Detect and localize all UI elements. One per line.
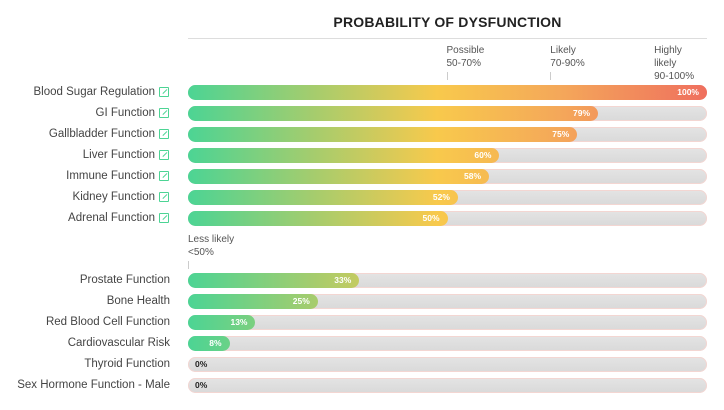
- bar-value-label: 0%: [195, 380, 208, 390]
- bar-track: 0%: [188, 378, 707, 393]
- threshold-marker: Less likely <50%: [188, 233, 234, 269]
- bar-value-label: 0%: [195, 359, 208, 369]
- threshold-marker: Highly likely 90-100%: [654, 44, 700, 83]
- external-link-icon[interactable]: [159, 87, 169, 97]
- bar-fill: [188, 127, 578, 142]
- threshold-tick: [188, 261, 189, 269]
- threshold-tick: [550, 72, 552, 80]
- bar-label: Cardiovascular Risk: [67, 337, 170, 349]
- threshold-marker: Possible 50-70%: [446, 44, 485, 80]
- bar-track: 52%: [188, 190, 707, 205]
- threshold-label: Less likely: [188, 234, 235, 245]
- bar-row: Kidney Function 52%: [0, 190, 724, 206]
- bar-value-label: 50%: [422, 213, 440, 223]
- external-link-icon[interactable]: [159, 150, 169, 160]
- bar-row: Cardiovascular Risk 8%: [0, 336, 724, 352]
- bar-track: 58%: [188, 169, 707, 184]
- threshold-label: Likely: [550, 45, 576, 56]
- external-link-icon[interactable]: [159, 213, 169, 223]
- bar-fill: [188, 169, 490, 184]
- bar-label: Thyroid Function: [84, 358, 170, 370]
- bar-row: Adrenal Function 50%: [0, 211, 724, 227]
- bar-fill: [188, 190, 458, 205]
- bar-label[interactable]: Liver Function: [82, 149, 155, 161]
- bar-row: Sex Hormone Function - Male 0%: [0, 378, 724, 394]
- external-link-icon[interactable]: [159, 171, 169, 181]
- threshold-marker: Likely 70-90%: [550, 44, 585, 80]
- bar-row: GI Function 79%: [0, 106, 724, 122]
- external-link-icon[interactable]: [159, 129, 169, 139]
- threshold-range: 70-90%: [550, 58, 585, 69]
- bar-fill: [188, 315, 256, 330]
- bar-label[interactable]: Kidney Function: [72, 191, 155, 203]
- bar-track: 60%: [188, 148, 707, 163]
- bar-track: 75%: [188, 127, 707, 142]
- bar-label: Sex Hormone Function - Male: [17, 379, 170, 391]
- threshold-range: 50-70%: [446, 58, 481, 69]
- chart-title: PROBABILITY OF DYSFUNCTION: [333, 14, 562, 30]
- external-link-icon[interactable]: [159, 192, 169, 202]
- bar-row: Red Blood Cell Function 13%: [0, 315, 724, 331]
- bar-value-label: 58%: [464, 171, 482, 181]
- bar-row: Gallbladder Function 75%: [0, 127, 724, 143]
- threshold-label: Possible: [446, 45, 485, 56]
- bar-value-label: 25%: [292, 296, 310, 306]
- bar-label: Bone Health: [106, 295, 170, 307]
- bar-fill: [188, 336, 230, 351]
- bar-row: Liver Function 60%: [0, 148, 724, 164]
- bar-value-label: 79%: [573, 108, 591, 118]
- bar-track: 79%: [188, 106, 707, 121]
- title-divider: [188, 38, 707, 39]
- bar-label[interactable]: Immune Function: [66, 170, 155, 182]
- bar-track: 8%: [188, 336, 707, 351]
- bar-label[interactable]: Gallbladder Function: [48, 128, 155, 140]
- bar-fill: [188, 106, 598, 121]
- bar-row: Blood Sugar Regulation 100%: [0, 85, 724, 101]
- bar-label[interactable]: Adrenal Function: [68, 212, 155, 224]
- bar-row: Immune Function 58%: [0, 169, 724, 185]
- threshold-range: 90-100%: [654, 71, 695, 82]
- external-link-icon[interactable]: [159, 108, 169, 118]
- bar-value-label: 52%: [432, 192, 450, 202]
- bar-fill: [188, 211, 448, 226]
- bar-track: 50%: [188, 211, 707, 226]
- bar-row: Prostate Function 33%: [0, 273, 724, 289]
- bar-value-label: 13%: [230, 317, 248, 327]
- bar-track: 33%: [188, 273, 707, 288]
- bar-value-label: 60%: [474, 150, 492, 160]
- bar-track: 13%: [188, 315, 707, 330]
- bar-label[interactable]: GI Function: [95, 107, 155, 119]
- bar-fill: [188, 85, 707, 100]
- bar-label: Red Blood Cell Function: [45, 316, 170, 328]
- threshold-label: Highly likely: [654, 45, 682, 69]
- bar-value-label: 8%: [209, 338, 222, 348]
- bar-track: 0%: [188, 357, 707, 372]
- bar-fill: [188, 273, 360, 288]
- bar-value-label: 75%: [552, 129, 570, 139]
- bar-row: Bone Health 25%: [0, 294, 724, 310]
- threshold-tick: [446, 72, 448, 80]
- threshold-range: <50%: [188, 247, 214, 258]
- bar-track: 25%: [188, 294, 707, 309]
- bar-value-label: 33%: [334, 275, 352, 285]
- bar-row: Thyroid Function 0%: [0, 357, 724, 373]
- bar-track: 100%: [188, 85, 707, 100]
- bar-value-label: 100%: [677, 87, 699, 97]
- bar-fill: [188, 294, 318, 309]
- bar-fill: [188, 148, 500, 163]
- bar-label[interactable]: Blood Sugar Regulation: [33, 86, 155, 98]
- bar-label: Prostate Function: [79, 274, 170, 286]
